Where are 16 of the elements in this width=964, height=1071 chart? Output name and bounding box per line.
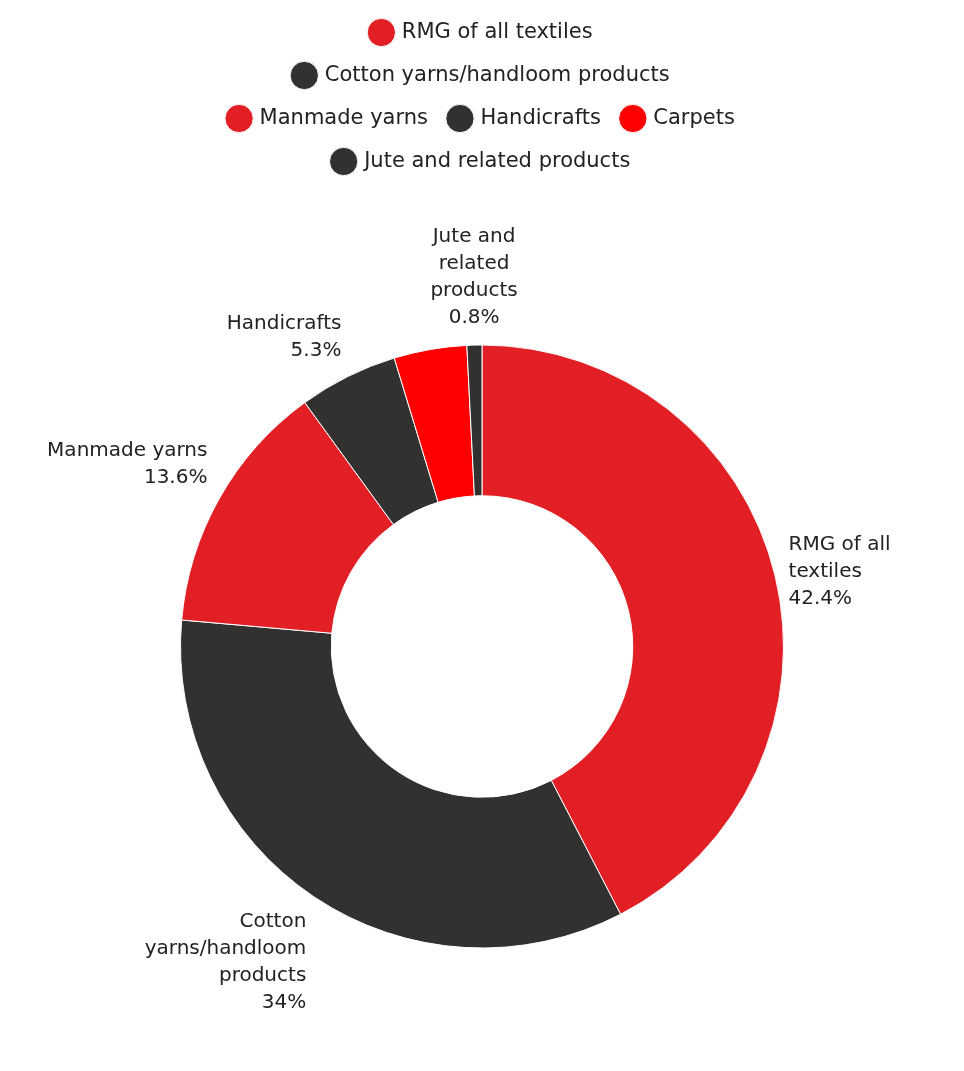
slice-label: Cotton yarns/handloom products bbox=[144, 908, 307, 987]
legend-label: Jute and related products bbox=[362, 147, 631, 172]
data-label: 34% bbox=[261, 989, 307, 1014]
legend-label: RMG of all textiles bbox=[401, 18, 593, 43]
slice-label: Manmade yarns bbox=[47, 436, 208, 461]
data-label: 42.4% bbox=[788, 585, 853, 610]
legend-label: Manmade yarns bbox=[259, 104, 428, 129]
slice-label: RMG of all textiles bbox=[788, 531, 891, 583]
data-label: 0.8% bbox=[448, 303, 500, 328]
legend-label: Handicrafts bbox=[480, 104, 601, 129]
slice-label: Handicrafts bbox=[226, 309, 342, 334]
slice-label: Jute and related products bbox=[430, 222, 518, 301]
legend-label: Cotton yarns/handloom products bbox=[324, 61, 670, 86]
data-label: 13.6% bbox=[143, 463, 208, 488]
data-label: 5.3% bbox=[290, 336, 342, 361]
legend-label: Carpets bbox=[653, 104, 735, 129]
